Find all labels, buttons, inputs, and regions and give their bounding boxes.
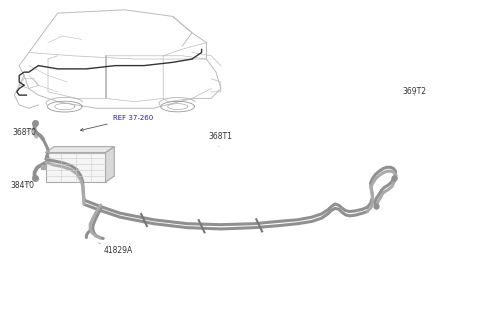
Text: 41829A: 41829A (98, 243, 132, 256)
Polygon shape (46, 147, 114, 153)
Text: REF 37-260: REF 37-260 (81, 115, 153, 131)
Text: 368T1: 368T1 (209, 132, 233, 147)
FancyBboxPatch shape (46, 153, 106, 182)
Text: 368T0: 368T0 (12, 128, 36, 137)
Polygon shape (106, 147, 114, 182)
Text: 384T0: 384T0 (11, 181, 35, 190)
Text: 369T2: 369T2 (402, 87, 426, 96)
